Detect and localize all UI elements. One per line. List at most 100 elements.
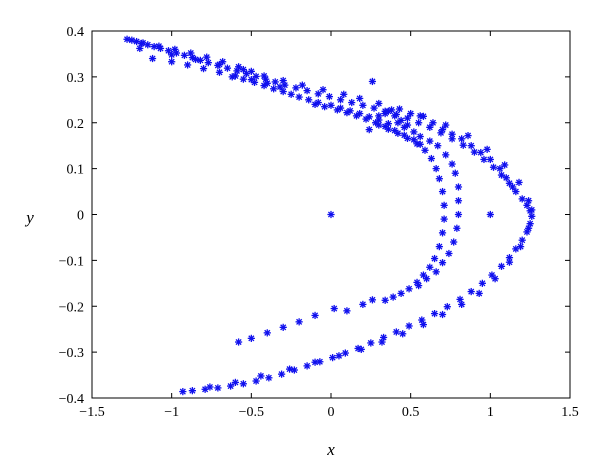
data-point xyxy=(448,160,456,168)
data-point xyxy=(400,123,408,131)
y-tick-label: −0.1 xyxy=(59,254,84,269)
data-point xyxy=(155,42,163,50)
data-point xyxy=(501,161,509,169)
x-tick-label: −0.5 xyxy=(239,405,264,420)
data-point xyxy=(203,53,211,61)
data-point xyxy=(456,295,464,303)
data-point xyxy=(440,215,448,223)
data-point xyxy=(486,210,494,219)
data-point xyxy=(394,119,402,127)
data-point xyxy=(336,104,345,112)
data-point xyxy=(478,279,486,287)
data-point xyxy=(528,212,536,220)
data-point xyxy=(343,307,351,315)
x-axis: −1.5 −1 −0.5 0 0.5 1 1.5 xyxy=(79,31,579,420)
data-point xyxy=(330,304,338,313)
data-point xyxy=(314,90,322,98)
data-point xyxy=(384,125,392,133)
data-point xyxy=(252,377,260,385)
data-point xyxy=(239,75,247,83)
data-point xyxy=(391,112,399,120)
data-point xyxy=(303,362,311,370)
data-point xyxy=(432,165,440,173)
data-point xyxy=(448,130,456,138)
data-point xyxy=(427,154,435,163)
data-point xyxy=(298,81,306,89)
data-point xyxy=(311,100,319,108)
data-point xyxy=(319,86,327,94)
data-point xyxy=(333,106,341,114)
data-point xyxy=(311,358,319,366)
data-point xyxy=(327,210,335,219)
data-point xyxy=(348,98,356,107)
data-point xyxy=(438,126,447,134)
data-point xyxy=(239,380,247,388)
data-point xyxy=(234,63,243,71)
data-point xyxy=(416,132,424,141)
data-point xyxy=(458,135,466,143)
data-point xyxy=(405,322,413,330)
data-points xyxy=(123,35,536,396)
data-point xyxy=(311,311,319,320)
x-tick-label: 1.5 xyxy=(561,405,579,420)
data-point xyxy=(215,60,224,69)
data-point xyxy=(285,365,294,373)
data-point xyxy=(290,366,298,374)
data-point xyxy=(429,119,437,127)
data-point xyxy=(335,352,343,360)
data-point xyxy=(292,84,300,92)
data-point xyxy=(416,112,424,120)
data-point xyxy=(430,309,439,318)
data-point xyxy=(475,289,483,298)
data-point xyxy=(370,104,378,112)
data-point xyxy=(435,175,443,183)
data-point xyxy=(392,328,400,336)
data-point xyxy=(168,51,176,59)
data-point xyxy=(515,178,523,186)
data-point xyxy=(250,78,259,86)
data-point xyxy=(260,81,268,90)
data-point xyxy=(421,146,429,154)
x-tick-label: −1.5 xyxy=(79,405,104,420)
data-point xyxy=(336,96,345,104)
data-point xyxy=(405,285,413,293)
data-point xyxy=(343,109,351,117)
data-point xyxy=(204,59,212,67)
data-point xyxy=(489,163,498,171)
y-tick-label: 0.4 xyxy=(67,25,85,40)
data-point xyxy=(368,296,377,304)
data-point xyxy=(199,65,208,73)
x-axis-label: x xyxy=(326,440,335,459)
data-point xyxy=(426,263,434,271)
data-point xyxy=(410,136,418,144)
data-point xyxy=(415,282,423,290)
data-point xyxy=(375,99,383,108)
data-point xyxy=(196,56,204,64)
data-point xyxy=(247,67,255,75)
data-point xyxy=(362,115,370,123)
data-point xyxy=(136,44,144,53)
data-point xyxy=(227,382,235,390)
data-point xyxy=(206,383,214,391)
data-point xyxy=(454,183,463,191)
data-point xyxy=(458,300,466,309)
data-point xyxy=(303,87,311,95)
data-point xyxy=(278,370,286,378)
data-point xyxy=(279,87,287,96)
data-point xyxy=(477,148,485,157)
data-point xyxy=(454,197,463,205)
data-point xyxy=(450,238,458,246)
data-point xyxy=(403,134,412,142)
data-point xyxy=(188,387,196,395)
data-point xyxy=(187,49,195,57)
y-tick-label: 0 xyxy=(77,209,84,224)
data-point xyxy=(483,145,491,153)
y-tick-label: 0.2 xyxy=(67,117,85,132)
data-point xyxy=(434,142,442,150)
data-point xyxy=(423,275,431,283)
data-point xyxy=(191,55,200,64)
data-point xyxy=(426,137,434,145)
y-tick-label: −0.3 xyxy=(59,346,84,361)
x-tick-label: 0.5 xyxy=(402,405,420,420)
data-point xyxy=(467,142,475,150)
